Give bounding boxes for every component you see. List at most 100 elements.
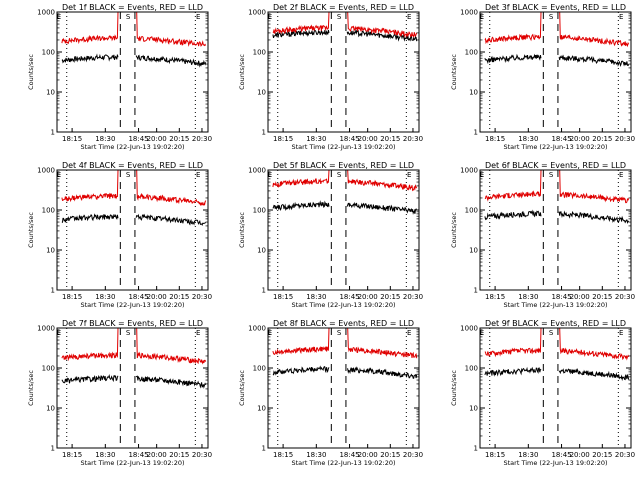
x-axis-label: Start Time (22-Jun-13 19:02:20) [81, 301, 185, 309]
marker-label-2: S [126, 329, 131, 337]
plot-title: Det 6f BLACK = Events, RED = LLD [485, 161, 626, 170]
marker-label-1: E [480, 13, 484, 21]
x-axis-label: Start Time (22-Jun-13 19:02:20) [81, 459, 185, 467]
x-tick-label-4: 20:00 [570, 293, 590, 301]
y-axis-label: Counts/sec [450, 370, 458, 406]
y-tick-label-2: 10 [46, 89, 55, 97]
y-tick-label-3: 100 [253, 365, 266, 373]
x-tick-label-5: 20:15 [169, 451, 189, 459]
y-tick-label-4: 1000 [460, 325, 478, 333]
x-tick-label-3: 18:45 [128, 451, 148, 459]
plot-frame [479, 327, 632, 449]
series-black-line [272, 28, 418, 42]
x-tick-label-5: 20:15 [380, 135, 400, 143]
y-tick-label-1: 1 [262, 129, 266, 137]
marker-label-2: S [549, 13, 554, 21]
plot-title: Det 7f BLACK = Events, RED = LLD [62, 319, 203, 328]
marker-label-1: E [57, 329, 61, 337]
marker-label-1: E [268, 329, 272, 337]
x-tick-label-1: 18:15 [62, 293, 82, 301]
x-tick-label-5: 20:15 [592, 293, 612, 301]
marker-label-1: E [57, 171, 61, 179]
series-black-line [61, 213, 206, 227]
x-tick-label-3: 18:45 [551, 135, 571, 143]
x-tick-label-2: 18:30 [306, 293, 326, 301]
y-tick-label-3: 100 [253, 49, 266, 57]
series-black-line [484, 366, 630, 382]
plot-title: Det 4f BLACK = Events, RED = LLD [62, 161, 203, 170]
x-tick-label-1: 18:15 [273, 293, 293, 301]
plot-frame [479, 11, 632, 133]
plot-title: Det 1f BLACK = Events, RED = LLD [62, 3, 203, 12]
x-tick-label-5: 20:15 [592, 451, 612, 459]
y-axis-label: Counts/sec [238, 54, 246, 90]
x-tick-label-6: 20:30 [192, 451, 212, 459]
y-tick-label-2: 10 [257, 89, 266, 97]
y-tick-label-3: 100 [465, 365, 478, 373]
x-tick-label-5: 20:15 [169, 293, 189, 301]
y-tick-label-2: 10 [257, 405, 266, 413]
y-tick-label-2: 10 [257, 247, 266, 255]
marker-label-3: E [619, 329, 623, 337]
x-tick-label-4: 20:00 [358, 135, 378, 143]
y-tick-label-1: 1 [474, 287, 478, 295]
x-tick-label-3: 18:45 [551, 293, 571, 301]
series-black-line [272, 365, 418, 379]
plot-frame [56, 11, 209, 133]
series-red-line [272, 327, 418, 359]
plot-title: Det 8f BLACK = Events, RED = LLD [273, 319, 414, 328]
series-black-line [484, 209, 630, 225]
series-red-line [61, 169, 207, 207]
y-axis-label: Counts/sec [450, 54, 458, 90]
y-tick-label-4: 1000 [37, 167, 55, 175]
x-tick-label-1: 18:15 [485, 293, 505, 301]
x-tick-label-2: 18:30 [518, 293, 538, 301]
y-axis-label: Counts/sec [238, 212, 246, 248]
x-tick-label-1: 18:15 [273, 451, 293, 459]
plot-title: Det 9f BLACK = Events, RED = LLD [485, 319, 626, 328]
marker-label-3: E [619, 171, 623, 179]
x-tick-label-4: 20:00 [358, 293, 378, 301]
x-tick-label-3: 18:45 [339, 451, 359, 459]
x-tick-label-2: 18:30 [95, 293, 115, 301]
y-tick-label-2: 10 [46, 405, 55, 413]
x-tick-label-6: 20:30 [615, 451, 635, 459]
y-tick-label-1: 1 [474, 445, 478, 453]
y-tick-label-4: 1000 [248, 9, 266, 17]
marker-label-3: E [407, 171, 411, 179]
x-tick-label-2: 18:30 [95, 451, 115, 459]
x-tick-label-1: 18:15 [62, 135, 82, 143]
series-red-line [61, 11, 207, 47]
y-axis-label: Counts/sec [27, 54, 35, 90]
x-tick-label-4: 20:00 [147, 293, 167, 301]
series-red-line [61, 327, 207, 365]
x-tick-label-4: 20:00 [570, 135, 590, 143]
marker-label-2: S [549, 329, 554, 337]
x-tick-label-6: 20:30 [403, 293, 423, 301]
y-tick-label-3: 100 [253, 207, 266, 215]
marker-label-3: E [196, 13, 200, 21]
x-tick-label-6: 20:30 [615, 135, 635, 143]
y-axis-label: Counts/sec [27, 370, 35, 406]
plot-frame [479, 169, 632, 291]
x-tick-label-4: 20:00 [570, 451, 590, 459]
y-tick-label-3: 100 [42, 365, 55, 373]
x-tick-label-4: 20:00 [358, 451, 378, 459]
plot-title: Det 5f BLACK = Events, RED = LLD [273, 161, 414, 170]
x-axis-label: Start Time (22-Jun-13 19:02:20) [504, 143, 608, 151]
series-red-line [484, 327, 630, 361]
marker-label-3: E [619, 13, 623, 21]
marker-label-2: S [126, 171, 131, 179]
x-tick-label-5: 20:15 [380, 451, 400, 459]
x-axis-label: Start Time (22-Jun-13 19:02:20) [292, 459, 396, 467]
y-tick-label-2: 10 [469, 247, 478, 255]
marker-label-3: E [196, 171, 200, 179]
y-axis-label: Counts/sec [27, 212, 35, 248]
marker-label-1: E [268, 171, 272, 179]
marker-label-2: S [337, 13, 342, 21]
x-tick-label-1: 18:15 [273, 135, 293, 143]
